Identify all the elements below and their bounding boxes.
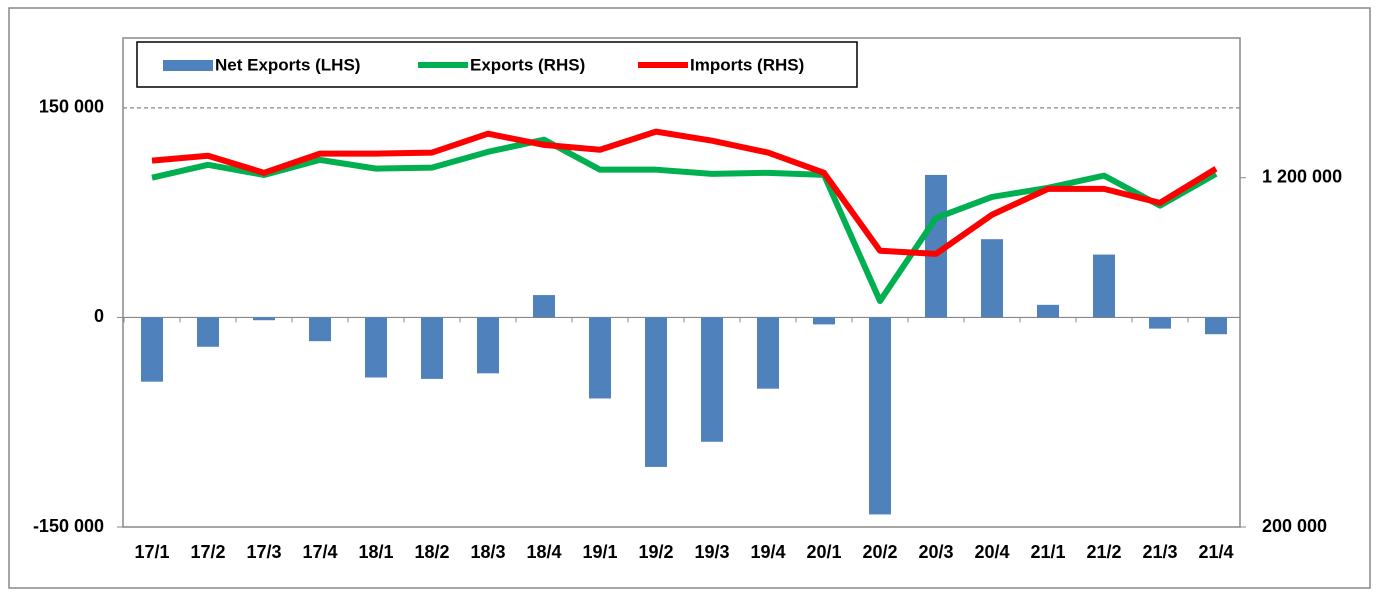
x-tick-label: 19/1 — [582, 542, 617, 562]
chart-border — [8, 7, 1371, 589]
line — [151, 136, 1218, 305]
bar — [1093, 254, 1115, 318]
x-tick-label: 17/3 — [246, 542, 281, 562]
bar — [925, 174, 947, 318]
bar — [1205, 317, 1227, 335]
legend-label: Exports (RHS) — [470, 55, 585, 74]
bar — [365, 317, 387, 378]
x-tick-label: 19/3 — [694, 542, 729, 562]
bar — [141, 317, 163, 382]
bar — [1149, 317, 1171, 329]
x-tick-label: 17/2 — [190, 542, 225, 562]
x-tick-label: 18/4 — [526, 542, 561, 562]
x-tick-label: 17/4 — [302, 542, 337, 562]
x-tick-label: 18/2 — [414, 542, 449, 562]
legend-label: Net Exports (LHS) — [215, 55, 360, 74]
y-tick-label: 0 — [94, 306, 104, 326]
bar — [533, 295, 555, 318]
x-tick-label: 17/1 — [134, 542, 169, 562]
bar — [197, 317, 219, 347]
plot-area — [122, 37, 1241, 528]
x-tick-label: 19/4 — [750, 542, 785, 562]
x-tick-label: 21/1 — [1030, 542, 1065, 562]
y-tick-label: -150 000 — [33, 516, 104, 536]
bar — [1037, 304, 1059, 318]
bar — [869, 317, 891, 515]
bar — [813, 317, 835, 325]
y2-tick-label: 200 000 — [1262, 516, 1327, 536]
bar — [701, 317, 723, 442]
x-tick-label: 21/4 — [1198, 542, 1233, 562]
bar — [981, 239, 1003, 318]
bar — [757, 317, 779, 389]
x-tick-label: 20/1 — [806, 542, 841, 562]
bar — [589, 317, 611, 399]
bar — [421, 317, 443, 379]
bar — [309, 317, 331, 342]
x-tick-label: 20/4 — [974, 542, 1009, 562]
x-tick-label: 21/3 — [1142, 542, 1177, 562]
legend-label: Imports (RHS) — [690, 55, 804, 74]
x-tick-label: 21/2 — [1086, 542, 1121, 562]
bar — [645, 317, 667, 467]
bar — [253, 317, 275, 321]
x-tick-label: 20/3 — [918, 542, 953, 562]
x-tick-label: 18/3 — [470, 542, 505, 562]
bar — [477, 317, 499, 374]
y-tick-label: 150 000 — [39, 97, 104, 117]
legend-box — [136, 41, 858, 88]
legend-swatch — [163, 60, 213, 71]
y2-tick-label: 1 200 000 — [1262, 166, 1342, 186]
x-tick-label: 19/2 — [638, 542, 673, 562]
x-tick-label: 18/1 — [358, 542, 393, 562]
x-tick-label: 20/2 — [862, 542, 897, 562]
line — [151, 128, 1218, 257]
